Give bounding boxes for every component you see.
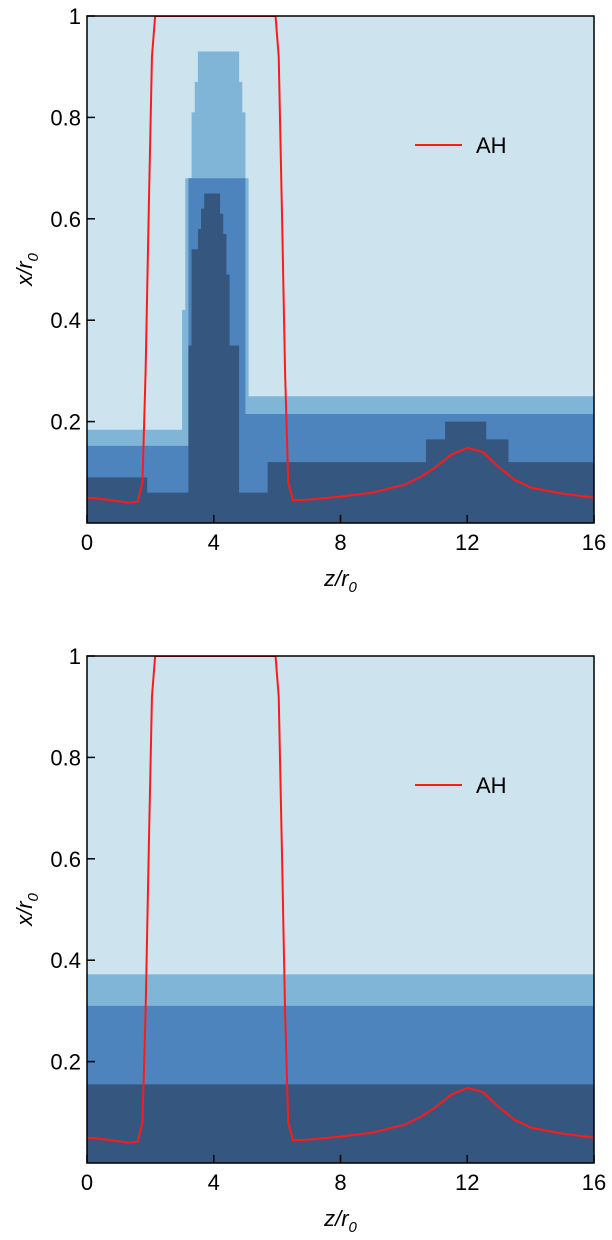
x-tick-label: 0 xyxy=(81,530,93,555)
x-tick-label: 12 xyxy=(455,1170,479,1195)
x-tick-label: 8 xyxy=(334,530,346,555)
x-tick-label: 16 xyxy=(582,1170,606,1195)
y-tick-label: 0.4 xyxy=(50,948,81,973)
x-tick-label: 4 xyxy=(208,1170,220,1195)
bottom-chart-svg: 0 4 8 12 16 0.2 0.4 0.6 0.8 1 z/r0 x/r0 AH xyxy=(12,644,606,1236)
ah-curve-line xyxy=(87,16,594,504)
ah-curve-line xyxy=(87,656,594,1144)
refinement-level-3-region xyxy=(87,1084,594,1163)
y-tick-label: 0.4 xyxy=(50,308,81,333)
y-tick-label: 0.6 xyxy=(50,207,81,232)
y-tick-label: 0.8 xyxy=(50,745,81,770)
y-tick-label: 0.2 xyxy=(50,410,81,435)
y-tick-label: 0.2 xyxy=(50,1050,81,1075)
top-chart: 0 4 8 12 16 0.2 0.4 0.6 0.8 1 z/r0 x/r0 AH xyxy=(0,0,612,600)
refinement-level-3-region xyxy=(87,193,594,523)
legend-ah-label: AH xyxy=(476,773,507,798)
bottom-chart: 0 4 8 12 16 0.2 0.4 0.6 0.8 1 z/r0 x/r0 AH xyxy=(0,640,612,1240)
legend-ah-label: AH xyxy=(476,133,507,158)
x-tick-label: 0 xyxy=(81,1170,93,1195)
x-tick-label: 16 xyxy=(582,530,606,555)
x-axis-label: z/r0 xyxy=(323,1206,357,1236)
y-tick-label: 0.6 xyxy=(50,847,81,872)
x-axis-label: z/r0 xyxy=(323,566,357,596)
y-axis-label: x/r0 xyxy=(12,252,42,286)
y-axis-label: x/r0 xyxy=(12,892,42,926)
x-tick-label: 8 xyxy=(334,1170,346,1195)
x-tick-label: 12 xyxy=(455,530,479,555)
y-tick-label: 0.8 xyxy=(50,105,81,130)
y-tick-label: 1 xyxy=(69,644,81,669)
top-chart-svg: 0 4 8 12 16 0.2 0.4 0.6 0.8 1 z/r0 x/r0 AH xyxy=(12,4,606,596)
y-tick-label: 1 xyxy=(69,4,81,29)
x-tick-label: 4 xyxy=(208,530,220,555)
